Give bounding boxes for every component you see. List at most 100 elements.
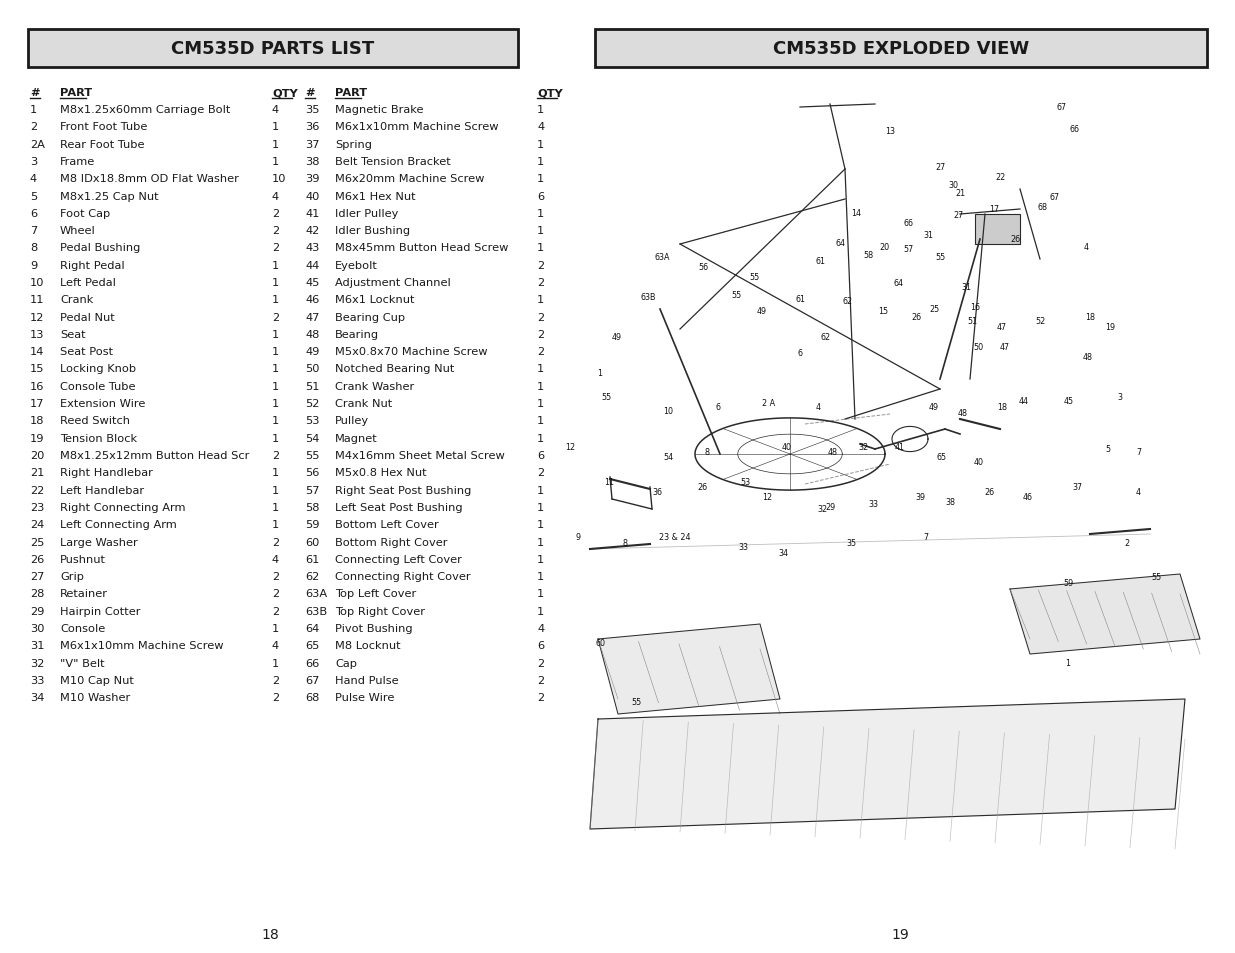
Text: 8: 8	[704, 448, 709, 457]
Text: 20: 20	[879, 243, 889, 253]
Text: 6: 6	[715, 403, 720, 412]
Text: 8: 8	[30, 243, 37, 253]
Text: Crank Nut: Crank Nut	[335, 398, 393, 409]
Text: 2: 2	[272, 693, 279, 702]
Text: Pedal Nut: Pedal Nut	[61, 313, 115, 322]
Text: M6x1 Locknut: M6x1 Locknut	[335, 295, 415, 305]
Text: 43: 43	[305, 243, 320, 253]
Text: Left Seat Post Bushing: Left Seat Post Bushing	[335, 502, 463, 513]
Text: Bottom Left Cover: Bottom Left Cover	[335, 519, 438, 530]
Text: 1: 1	[537, 606, 545, 616]
Text: 2: 2	[537, 330, 545, 339]
Text: 1: 1	[598, 368, 603, 377]
Text: 1: 1	[272, 364, 279, 375]
Text: 53: 53	[305, 416, 320, 426]
Text: 14: 14	[30, 347, 44, 356]
Polygon shape	[1010, 575, 1200, 655]
Text: 2: 2	[272, 589, 279, 598]
Text: Top Right Cover: Top Right Cover	[335, 606, 425, 616]
Text: 30: 30	[948, 180, 958, 190]
Text: 68: 68	[1037, 203, 1047, 213]
Text: Belt Tension Bracket: Belt Tension Bracket	[335, 156, 451, 167]
Text: 1: 1	[272, 658, 279, 668]
Text: 33: 33	[739, 543, 748, 552]
Text: 4: 4	[30, 174, 37, 184]
Text: 67: 67	[1050, 193, 1060, 202]
Text: 62: 62	[821, 333, 831, 341]
Text: 55: 55	[750, 274, 760, 282]
Text: 1: 1	[272, 260, 279, 271]
Text: 24: 24	[30, 519, 44, 530]
Text: Wheel: Wheel	[61, 226, 96, 235]
Text: 1: 1	[537, 295, 545, 305]
Text: 27: 27	[30, 572, 44, 581]
Polygon shape	[590, 700, 1186, 829]
Text: M6x1x10mm Machine Screw: M6x1x10mm Machine Screw	[61, 640, 224, 651]
Text: Seat: Seat	[61, 330, 85, 339]
Text: Left Connecting Arm: Left Connecting Arm	[61, 519, 177, 530]
Text: 61: 61	[815, 257, 825, 266]
Text: 1: 1	[272, 330, 279, 339]
Text: Retainer: Retainer	[61, 589, 107, 598]
Text: 63A: 63A	[655, 253, 669, 262]
Text: 1: 1	[537, 209, 545, 218]
Text: 26: 26	[30, 555, 44, 564]
Text: Connecting Left Cover: Connecting Left Cover	[335, 555, 462, 564]
Text: 51: 51	[967, 317, 977, 326]
Text: 20: 20	[30, 451, 44, 460]
Text: 22: 22	[30, 485, 44, 495]
Text: 7: 7	[1136, 448, 1141, 457]
Text: 27: 27	[935, 163, 945, 172]
Text: Crank Washer: Crank Washer	[335, 381, 414, 392]
Text: Hairpin Cotter: Hairpin Cotter	[61, 606, 141, 616]
Text: 13: 13	[30, 330, 44, 339]
Text: 4: 4	[537, 122, 545, 132]
Text: Bottom Right Cover: Bottom Right Cover	[335, 537, 447, 547]
Text: Pushnut: Pushnut	[61, 555, 106, 564]
Text: 37: 37	[1072, 483, 1082, 492]
Text: 4: 4	[537, 623, 545, 634]
Text: 13: 13	[885, 128, 895, 136]
Text: 47: 47	[1000, 343, 1010, 352]
Text: 6: 6	[30, 209, 37, 218]
Text: 12: 12	[564, 443, 576, 452]
Text: 40: 40	[305, 192, 320, 201]
Text: 19: 19	[30, 434, 44, 443]
Text: 1: 1	[537, 555, 545, 564]
Text: 19: 19	[1105, 323, 1115, 333]
Text: 41: 41	[895, 443, 905, 452]
Text: 64: 64	[835, 238, 845, 247]
Text: 66: 66	[903, 218, 913, 227]
Text: 49: 49	[305, 347, 320, 356]
Text: Pulley: Pulley	[335, 416, 369, 426]
Text: M8 IDx18.8mm OD Flat Washer: M8 IDx18.8mm OD Flat Washer	[61, 174, 238, 184]
Text: 49: 49	[611, 334, 622, 342]
Text: 1: 1	[1066, 658, 1071, 667]
Text: Right Pedal: Right Pedal	[61, 260, 125, 271]
Text: Adjustment Channel: Adjustment Channel	[335, 277, 451, 288]
Text: 1: 1	[537, 589, 545, 598]
Text: 21: 21	[955, 189, 965, 197]
Text: 2: 2	[537, 277, 545, 288]
Text: 33: 33	[30, 675, 44, 685]
Text: 2: 2	[272, 313, 279, 322]
Text: Right Connecting Arm: Right Connecting Arm	[61, 502, 185, 513]
Text: Eyebolt: Eyebolt	[335, 260, 378, 271]
Text: 4: 4	[815, 403, 820, 412]
Text: 18: 18	[261, 927, 279, 941]
Text: 2: 2	[537, 313, 545, 322]
Text: 52: 52	[305, 398, 320, 409]
Text: 1: 1	[537, 243, 545, 253]
Text: 2: 2	[272, 606, 279, 616]
Text: 29: 29	[826, 503, 836, 512]
Text: 1: 1	[272, 502, 279, 513]
Text: Magnet: Magnet	[335, 434, 378, 443]
Text: 36: 36	[652, 488, 662, 497]
Text: 2: 2	[537, 468, 545, 477]
Text: 60: 60	[595, 638, 605, 647]
Text: 12: 12	[30, 313, 44, 322]
Text: 4: 4	[272, 105, 279, 115]
Text: Reed Switch: Reed Switch	[61, 416, 130, 426]
Text: 26: 26	[984, 488, 994, 497]
Text: 34: 34	[778, 548, 788, 557]
